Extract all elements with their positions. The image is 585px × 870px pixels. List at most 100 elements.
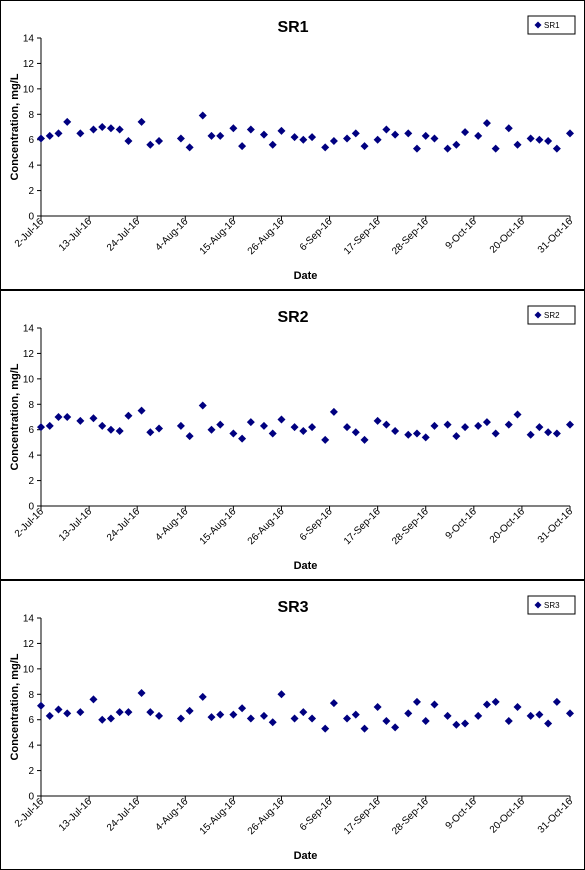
y-tick-label: 10 — [23, 374, 35, 385]
data-point: 2-Jul-16: 7.1 — [37, 701, 45, 710]
legend-label: SR1 — [544, 21, 560, 30]
data-point: 6-Jul-16: 7 — [54, 413, 63, 421]
data-point: 12-Sep-16: 6.5 — [351, 129, 360, 138]
data-point: 26-Aug-16: 6.7 — [277, 126, 286, 135]
data-point: 10-Sep-16: 6.1 — [343, 134, 352, 143]
legend-marker — [534, 311, 542, 319]
x-tick-label: 26-Aug-16 — [246, 216, 287, 257]
data-point: 24-Aug-16: 5.6 — [268, 140, 277, 149]
y-tick-label: 4 — [28, 741, 34, 752]
y-tick-label: 2 — [28, 476, 34, 487]
data-point: 5-Aug-16: 6.7 — [185, 706, 194, 715]
y-tick-label: 0 — [28, 212, 34, 223]
data-point: 12-Sep-16: 6.4 — [351, 710, 360, 719]
data-point: 28-Sep-16: 5.9 — [421, 716, 430, 725]
data-point: 29-Aug-16: 6.1 — [290, 714, 299, 723]
x-tick-label: 24-Jul-16 — [105, 506, 143, 544]
data-point: 17-Aug-16: 5.5 — [238, 142, 247, 151]
data-point: 5-Oct-16: 5.6 — [452, 140, 461, 149]
data-point: 5-Sep-16: 5.3 — [321, 724, 330, 733]
x-tick-label: 20-Oct-16 — [488, 796, 528, 836]
data-point: 2-Sep-16: 6.2 — [308, 133, 317, 142]
data-point: 24-Aug-16: 5.8 — [268, 718, 277, 727]
data-point: 31-Oct-16: 6.4 — [566, 420, 574, 429]
data-point: 5-Aug-16: 5.4 — [185, 143, 194, 152]
data-point: 10-Oct-16: 6.3 — [474, 131, 483, 140]
data-point: 7-Sep-16: 5.9 — [329, 136, 338, 145]
x-tick-label: 13-Jul-16 — [57, 506, 95, 544]
data-point: 22-Oct-16: 5.6 — [526, 430, 535, 439]
x-axis-title: Date — [294, 560, 318, 572]
data-point: 12-Oct-16: 7.3 — [482, 119, 491, 128]
x-tick-label: 4-Aug-16 — [154, 216, 191, 253]
data-point: 3-Oct-16: 6.4 — [443, 420, 452, 429]
data-point: 3-Aug-16: 6.1 — [176, 714, 185, 723]
data-point: 12-Sep-16: 5.8 — [351, 428, 360, 437]
data-point: 12-Aug-16: 6.3 — [216, 131, 225, 140]
y-tick-label: 0 — [28, 502, 34, 513]
x-tick-label: 31-Oct-16 — [536, 506, 576, 546]
data-point: 19-Sep-16: 6.8 — [382, 125, 391, 134]
y-tick-label: 12 — [23, 639, 35, 650]
data-point: 21-Sep-16: 5.4 — [391, 723, 400, 732]
x-tick-label: 15-Aug-16 — [198, 506, 239, 547]
data-point: 10-Oct-16: 6.3 — [474, 421, 483, 430]
data-point: 10-Sep-16: 6.1 — [343, 714, 352, 723]
chart-panel-sr2: SR2 0 2 4 6 8 10 12 14 2-Jul-16 13-Jul-16 24-Jul-16… — [0, 290, 585, 580]
data-point: 4-Jul-16: 6.3 — [45, 131, 54, 140]
x-tick-label: 26-Aug-16 — [246, 796, 287, 837]
data-point: 7-Oct-16: 6.2 — [461, 423, 470, 432]
y-tick-label: 6 — [28, 425, 34, 436]
data-point: 26-Sep-16: 5.3 — [412, 144, 421, 153]
data-point: 11-Jul-16: 6.5 — [76, 129, 85, 138]
data-point: 30-Sep-16: 6.1 — [430, 134, 439, 143]
y-tick-label: 10 — [23, 84, 35, 95]
y-tick-label: 4 — [28, 451, 34, 462]
y-axis-title: Concentration, mg/L — [9, 653, 21, 760]
data-point: 7-Sep-16: 7.4 — [329, 407, 338, 416]
data-point: 11-Jul-16: 6.7 — [76, 416, 85, 425]
data-point: 29-Aug-16: 6.2 — [290, 133, 299, 142]
data-point: 16-Jul-16: 7 — [98, 123, 107, 131]
data-point: 26-Oct-16: 5.9 — [544, 136, 553, 145]
data-point: 17-Sep-16: 6.7 — [373, 416, 382, 425]
data-point: 12-Oct-16: 7.2 — [482, 700, 491, 709]
data-point: 14-Oct-16: 5.7 — [491, 429, 500, 438]
data-point: 31-Aug-16: 5.9 — [299, 426, 308, 435]
y-tick-label: 2 — [28, 766, 34, 777]
data-point: 12-Oct-16: 6.6 — [482, 418, 491, 427]
y-tick-label: 10 — [23, 664, 35, 675]
x-tick-label: 9-Oct-16 — [444, 216, 480, 252]
data-point: 4-Jul-16: 6.3 — [45, 711, 54, 720]
data-point: 27-Jul-16: 5.6 — [146, 140, 155, 149]
data-point: 5-Sep-16: 5.2 — [321, 435, 330, 444]
data-point: 26-Oct-16: 5.8 — [544, 428, 553, 437]
data-point: 26-Aug-16: 8 — [277, 690, 286, 699]
data-point: 10-Oct-16: 6.3 — [474, 711, 483, 720]
data-point: 2-Sep-16: 6.2 — [308, 423, 317, 432]
y-tick-label: 2 — [28, 186, 34, 197]
y-tick-label: 0 — [28, 792, 34, 803]
legend: SR1 — [527, 15, 576, 35]
data-point: 5-Oct-16: 5.6 — [452, 720, 461, 729]
data-point: 28-Sep-16: 6.3 — [421, 131, 430, 140]
data-point: 26-Sep-16: 5.7 — [412, 429, 421, 438]
data-point: 25-Jul-16: 7.4 — [137, 117, 146, 126]
y-tick-label: 14 — [23, 324, 35, 335]
data-point: 19-Aug-16: 6.6 — [246, 418, 255, 427]
x-tick-label: 20-Oct-16 — [488, 506, 528, 546]
data-point: 24-Sep-16: 5.6 — [404, 430, 413, 439]
y-tick-label: 12 — [23, 349, 35, 360]
x-tick-label: 17-Sep-16 — [342, 506, 383, 547]
data-point: 19-Oct-16: 7.2 — [513, 410, 522, 419]
legend-label: SR3 — [544, 601, 560, 610]
data-point: 19-Oct-16: 5.6 — [513, 140, 522, 149]
x-tick-label: 31-Oct-16 — [536, 796, 576, 836]
legend-box — [527, 15, 576, 35]
y-tick-label: 6 — [28, 135, 34, 146]
chart-title: SR1 — [277, 19, 308, 36]
data-point: 8-Aug-16: 7.9 — [198, 111, 207, 120]
data-point: 3-Oct-16: 5.3 — [443, 144, 452, 153]
data-point: 26-Oct-16: 5.7 — [544, 719, 553, 728]
